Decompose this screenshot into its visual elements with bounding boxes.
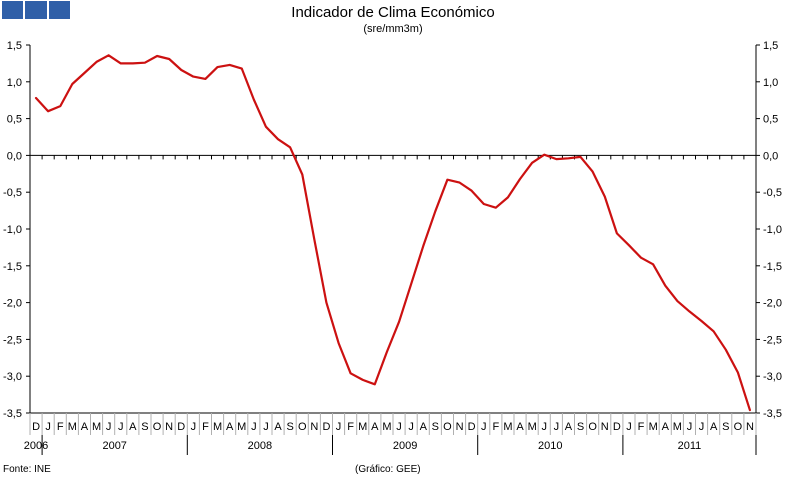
month-label: J (118, 421, 124, 433)
month-label: F (492, 421, 499, 433)
month-label: J (687, 421, 693, 433)
month-label: A (274, 421, 282, 433)
month-label: S (141, 421, 148, 433)
month-label: M (382, 421, 391, 433)
month-label: J (408, 421, 414, 433)
month-label: D (468, 421, 476, 433)
month-label: O (443, 421, 452, 433)
month-label: N (746, 421, 754, 433)
month-label: N (165, 421, 173, 433)
month-label: J (263, 421, 269, 433)
chart-credit: (Gráfico: GEE) (355, 464, 421, 475)
month-label: M (358, 421, 367, 433)
month-label: N (310, 421, 318, 433)
ine-logo (2, 1, 70, 19)
y-tick-label-left: -2,5 (3, 334, 22, 346)
y-tick-label-left: 0,0 (7, 150, 22, 162)
month-label: M (237, 421, 246, 433)
month-label: J (251, 421, 257, 433)
month-label: N (456, 421, 464, 433)
month-label: J (542, 421, 548, 433)
month-label: J (699, 421, 705, 433)
month-label: F (202, 421, 209, 433)
month-label: A (420, 421, 428, 433)
data-series-line (34, 54, 752, 412)
month-label: M (528, 421, 537, 433)
month-label: F (57, 421, 64, 433)
y-tick-label-right: 0,0 (763, 150, 778, 162)
y-tick-label-right: 1,0 (763, 77, 778, 89)
chart-title: Indicador de Clima Económico (291, 4, 495, 21)
y-tick-label-left: 1,5 (7, 40, 22, 52)
month-label: S (432, 421, 439, 433)
y-tick-label-left: 0,5 (7, 114, 22, 126)
year-label: 2006 (24, 440, 48, 452)
month-label: O (588, 421, 597, 433)
month-label: N (601, 421, 609, 433)
month-label: A (565, 421, 573, 433)
chart-subtitle: (sre/mm3m) (363, 23, 423, 35)
month-label: S (286, 421, 293, 433)
month-label: D (322, 421, 330, 433)
month-label: J (626, 421, 632, 433)
month-label: O (298, 421, 307, 433)
year-label: 2010 (538, 440, 562, 452)
year-label: 2008 (248, 440, 272, 452)
month-label: S (577, 421, 584, 433)
month-label: A (516, 421, 524, 433)
month-label: A (81, 421, 89, 433)
y-tick-label-right: -2,0 (763, 298, 782, 310)
y-tick-label-right: -3,0 (763, 371, 782, 383)
year-label: 2009 (393, 440, 417, 452)
month-label: M (213, 421, 222, 433)
y-tick-label-left: -0,5 (3, 187, 22, 199)
y-tick-label-right: 0,5 (763, 114, 778, 126)
month-label: J (554, 421, 560, 433)
month-label: A (129, 421, 137, 433)
y-tick-label-right: -3,5 (763, 408, 782, 420)
month-label: D (177, 421, 185, 433)
month-label: M (92, 421, 101, 433)
y-tick-label-left: -3,0 (3, 371, 22, 383)
y-tick-label-right: -1,5 (763, 261, 782, 273)
month-label: S (722, 421, 729, 433)
y-tick-label-left: -1,5 (3, 261, 22, 273)
month-label: A (226, 421, 234, 433)
month-label: M (503, 421, 512, 433)
y-tick-label-right: -2,5 (763, 334, 782, 346)
month-label: F (347, 421, 354, 433)
year-label: 2007 (102, 440, 126, 452)
month-label: J (336, 421, 342, 433)
y-tick-label-left: -3,5 (3, 408, 22, 420)
y-tick-label-left: -2,0 (3, 298, 22, 310)
month-label: J (106, 421, 112, 433)
month-label: F (638, 421, 645, 433)
month-label: J (481, 421, 487, 433)
month-label: M (649, 421, 658, 433)
month-label: D (32, 421, 40, 433)
month-label: D (613, 421, 621, 433)
month-label: O (734, 421, 743, 433)
month-label: J (396, 421, 402, 433)
y-tick-label-right: 1,5 (763, 40, 778, 52)
month-label: A (371, 421, 379, 433)
month-label: J (45, 421, 51, 433)
month-label: A (662, 421, 670, 433)
month-label: M (673, 421, 682, 433)
month-label: A (710, 421, 718, 433)
month-label: M (68, 421, 77, 433)
y-tick-label-left: -1,0 (3, 224, 22, 236)
y-tick-label-left: 1,0 (7, 77, 22, 89)
y-tick-label-right: -0,5 (763, 187, 782, 199)
source-note: Fonte: INE (3, 464, 51, 475)
month-label: J (191, 421, 197, 433)
month-label: O (153, 421, 162, 433)
year-label: 2011 (678, 440, 702, 452)
y-tick-label-right: -1,0 (763, 224, 782, 236)
